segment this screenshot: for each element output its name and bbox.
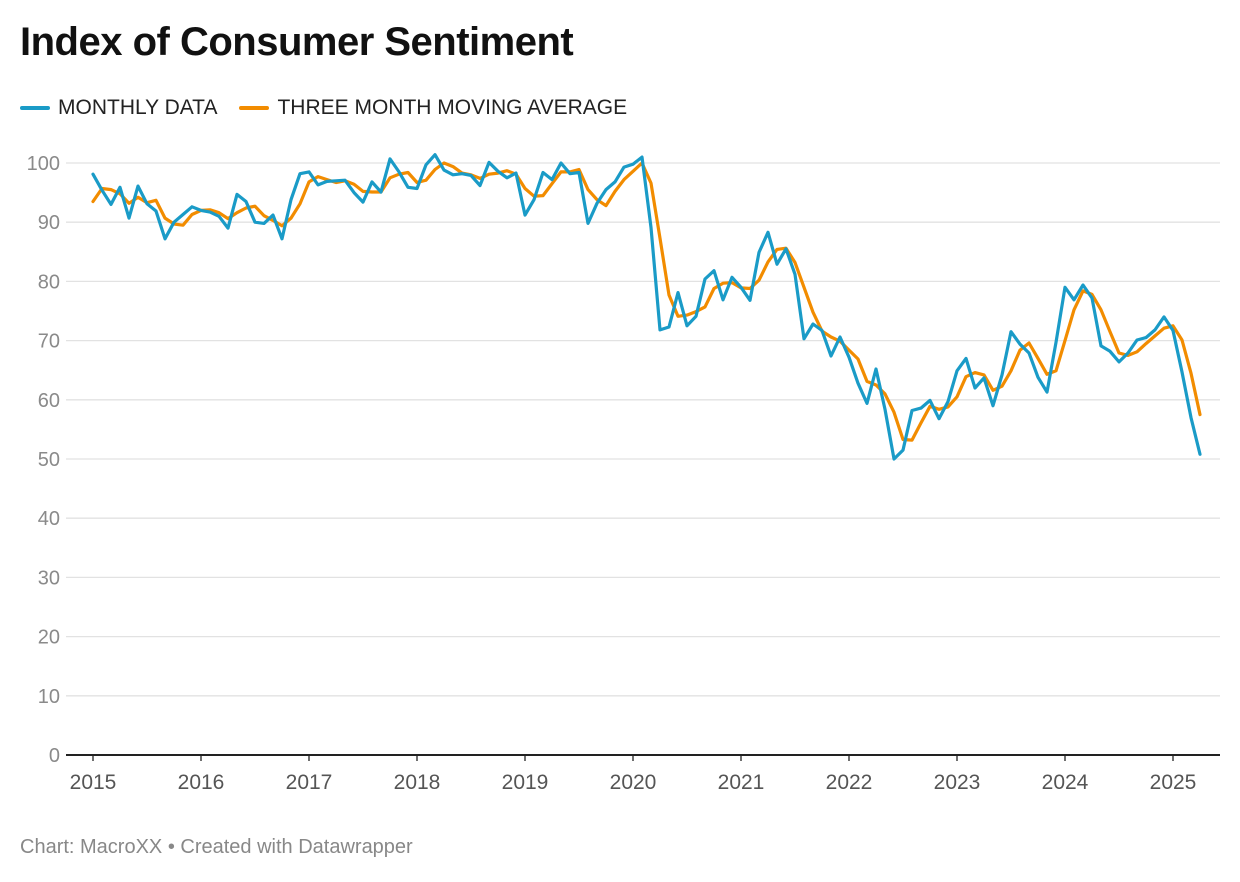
x-tick-label: 2020 <box>610 771 657 794</box>
x-tick-label: 2016 <box>178 771 225 794</box>
x-tick-label: 2015 <box>70 771 117 794</box>
y-tick-label: 40 <box>38 508 60 530</box>
y-tick-label: 80 <box>38 271 60 293</box>
x-tick-label: 2017 <box>286 771 333 794</box>
legend-item-moving-average: THREE MONTH MOVING AVERAGE <box>239 96 627 120</box>
y-tick-label: 100 <box>27 153 60 175</box>
y-tick-label: 20 <box>38 627 60 649</box>
x-tick-label: 2021 <box>718 771 765 794</box>
y-tick-label: 60 <box>38 390 60 412</box>
y-tick-label: 90 <box>38 212 60 234</box>
x-tick-label: 2023 <box>934 771 981 794</box>
y-tick-label: 30 <box>38 567 60 589</box>
x-tick-label: 2024 <box>1042 771 1089 794</box>
chart-footer: Chart: MacroXX • Created with Datawrappe… <box>20 836 413 858</box>
legend-swatch-moving-average <box>239 106 270 110</box>
legend-swatch-monthly <box>20 106 50 110</box>
x-tick-label: 2022 <box>826 771 873 794</box>
x-tick-label: 2025 <box>1150 771 1197 794</box>
legend-item-monthly: MONTHLY DATA <box>20 96 217 120</box>
legend: MONTHLY DATA THREE MONTH MOVING AVERAGE <box>20 96 627 120</box>
x-tick-label: 2018 <box>394 771 441 794</box>
x-tick-label: 2019 <box>502 771 549 794</box>
y-tick-label: 0 <box>49 745 60 767</box>
legend-label-monthly: MONTHLY DATA <box>58 96 218 119</box>
y-tick-label: 10 <box>38 686 60 708</box>
y-tick-label: 70 <box>38 331 60 353</box>
series-line-monthly <box>91 153 1202 461</box>
chart-title: Index of Consumer Sentiment <box>20 20 574 64</box>
legend-label-moving-average: THREE MONTH MOVING AVERAGE <box>277 96 628 119</box>
y-tick-label: 50 <box>38 449 60 471</box>
